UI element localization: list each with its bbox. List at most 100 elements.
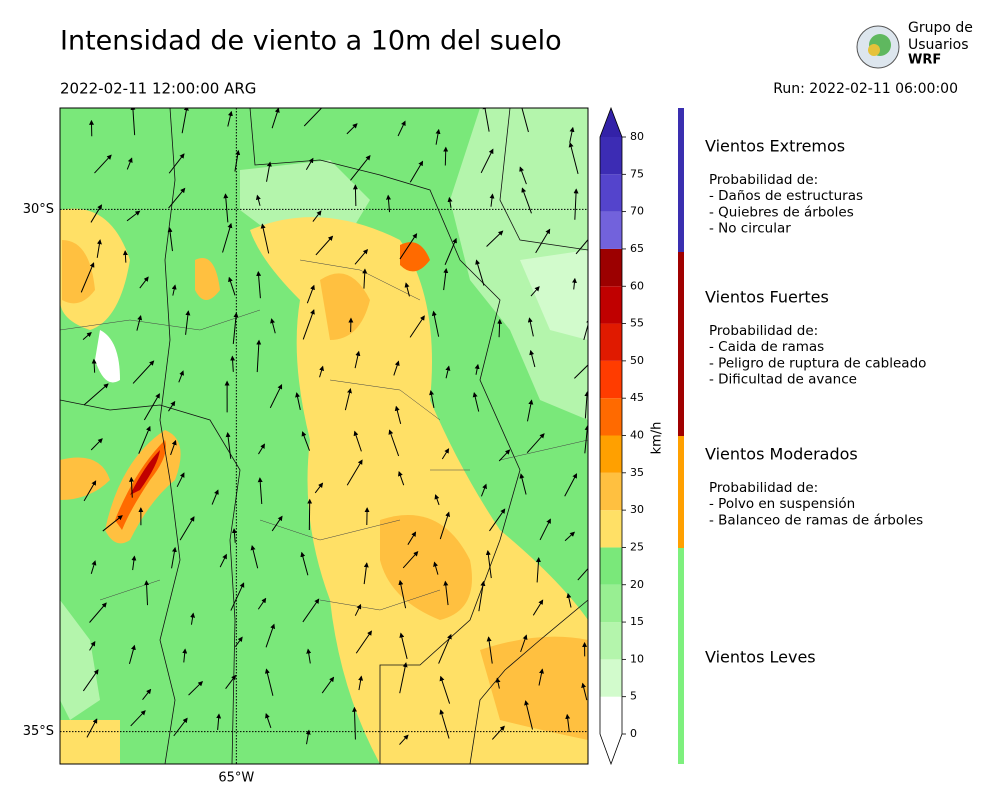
- wind-arrow: [295, 392, 301, 411]
- wind-arrow: [354, 248, 369, 265]
- wind-arrow: [443, 146, 449, 166]
- colorbar-segment: [600, 622, 622, 660]
- lat-label: 35°S: [23, 724, 54, 739]
- legend-item: - Quiebres de árboles: [709, 204, 854, 220]
- field-patch: [250, 217, 588, 764]
- wind-arrow: [519, 166, 527, 185]
- wind-arrow: [524, 700, 534, 730]
- wind-arrow: [96, 239, 102, 258]
- logo-text: Grupo de: [908, 20, 973, 36]
- colorbar-tick-label: 15: [630, 615, 644, 628]
- lon-label: 65°W: [218, 771, 254, 786]
- wind-arrow: [314, 482, 324, 494]
- wind-arrow: [232, 312, 239, 345]
- wind-arrow: [136, 314, 143, 331]
- field-patch: [480, 636, 588, 740]
- wind-arrow: [301, 431, 311, 451]
- logo-spot: [868, 44, 880, 56]
- wind-arrow: [535, 557, 541, 583]
- legend-intro: Probabilidad de:: [709, 172, 818, 188]
- field-patch: [195, 258, 220, 300]
- wind-arrow: [89, 640, 96, 651]
- field-patch: [95, 330, 120, 383]
- wind-arrow: [491, 725, 505, 740]
- wind-arrow: [181, 108, 189, 134]
- wind-arrow: [439, 675, 451, 704]
- colorbar-over: [600, 108, 622, 137]
- wind-arrow: [312, 210, 322, 222]
- wind-arrow: [132, 360, 155, 384]
- wind-arrow: [344, 388, 352, 411]
- wind-arrow: [393, 360, 400, 376]
- wind-arrow: [529, 349, 536, 368]
- wind-arrow: [399, 662, 408, 694]
- field-patch: [400, 242, 430, 272]
- wind-arrow: [257, 477, 263, 505]
- map-frame: [59, 107, 589, 765]
- wind-arrow: [176, 472, 185, 488]
- wind-arrow: [225, 432, 232, 459]
- wind-arrow: [90, 204, 103, 223]
- field-patch: [130, 450, 160, 495]
- wind-arrow: [315, 235, 334, 256]
- colorbar-segment: [600, 696, 622, 734]
- colorbar: 0 5 10 15 20 25 30 35 40 45 50 55 60 65 70 75 80 km/h: [599, 106, 665, 766]
- wind-arrow: [564, 531, 576, 542]
- colorbar-tick-label: 5: [630, 690, 637, 703]
- wind-arrow: [219, 553, 227, 568]
- wind-arrow: [126, 157, 133, 170]
- wind-arrow: [302, 598, 320, 623]
- wind-arrow: [445, 365, 451, 379]
- legend-title: Vientos Moderados: [705, 445, 858, 464]
- wind-arrow: [142, 688, 152, 701]
- field-patch: [520, 250, 588, 340]
- wind-arrow: [171, 546, 177, 569]
- wind-arrow: [258, 443, 265, 455]
- wind-arrow: [497, 318, 503, 338]
- wind-arrow: [388, 429, 400, 457]
- wind-arrow: [256, 270, 262, 299]
- wind-arrow: [530, 286, 540, 297]
- border: [60, 399, 241, 764]
- legend-item: - Polvo en suspensión: [709, 496, 855, 512]
- wind-arrow: [234, 149, 241, 172]
- colorbar-tick-label: 55: [630, 317, 644, 330]
- wind-arrow: [222, 222, 233, 253]
- wind-arrow: [435, 128, 441, 145]
- field-patch: [60, 720, 120, 764]
- colorbar-tick-label: 60: [630, 279, 644, 292]
- map-field: [60, 108, 588, 764]
- colorbar-segment: [600, 286, 622, 324]
- colorbar-tick-label: 30: [630, 503, 644, 516]
- wind-arrow: [498, 449, 511, 462]
- colorbar-segment: [600, 174, 622, 212]
- wind-arrow: [433, 561, 439, 575]
- wind-arrow: [303, 108, 327, 127]
- wind-arrow: [138, 425, 151, 454]
- legend-intro: Probabilidad de:: [709, 323, 818, 339]
- graticule: 30°S 35°S 65°W: [23, 108, 588, 786]
- wind-arrow: [434, 494, 440, 506]
- wind-arrow: [270, 318, 276, 334]
- wind-arrow: [398, 579, 407, 609]
- wind-arrow: [230, 355, 236, 372]
- wind-arrow: [89, 602, 107, 623]
- wind-arrow: [170, 439, 177, 456]
- wind-arrow: [102, 515, 123, 532]
- field-patch: [320, 273, 370, 340]
- wind-arrow: [521, 108, 529, 133]
- wind-arrow: [407, 531, 417, 545]
- wind-arrow: [583, 318, 588, 340]
- wind-arrow: [90, 438, 103, 451]
- wind-arrow: [404, 282, 410, 297]
- wind-arrow: [444, 237, 457, 265]
- wind-arrow: [168, 187, 186, 209]
- legend-title: Vientos Extremos: [705, 137, 845, 156]
- wind-arrow: [126, 210, 141, 222]
- colorbar-segment: [600, 435, 622, 473]
- wind-arrow: [566, 592, 572, 608]
- wind-arrow: [539, 518, 551, 541]
- colorbar-tick-label: 10: [630, 652, 644, 665]
- field-patch: [60, 600, 100, 720]
- wind-arrow: [527, 317, 534, 337]
